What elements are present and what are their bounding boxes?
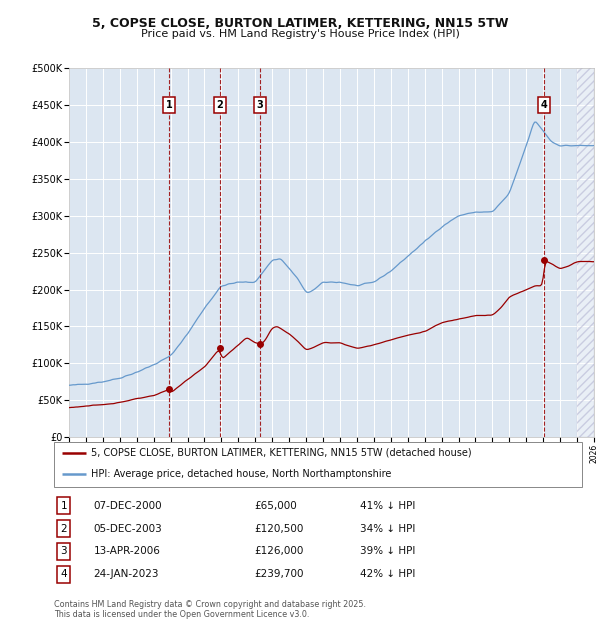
Text: £126,000: £126,000 xyxy=(254,546,304,557)
Text: 2: 2 xyxy=(217,100,223,110)
Text: 05-DEC-2003: 05-DEC-2003 xyxy=(94,523,163,534)
Text: 5, COPSE CLOSE, BURTON LATIMER, KETTERING, NN15 5TW: 5, COPSE CLOSE, BURTON LATIMER, KETTERIN… xyxy=(92,17,508,30)
Text: 13-APR-2006: 13-APR-2006 xyxy=(94,546,160,557)
Text: 41% ↓ HPI: 41% ↓ HPI xyxy=(360,500,416,511)
Text: 1: 1 xyxy=(166,100,173,110)
Text: 34% ↓ HPI: 34% ↓ HPI xyxy=(360,523,416,534)
Text: 4: 4 xyxy=(541,100,548,110)
Text: Contains HM Land Registry data © Crown copyright and database right 2025.
This d: Contains HM Land Registry data © Crown c… xyxy=(54,600,366,619)
Text: £239,700: £239,700 xyxy=(254,569,304,579)
Bar xyxy=(577,68,594,437)
Text: 24-JAN-2023: 24-JAN-2023 xyxy=(94,569,159,579)
Text: 3: 3 xyxy=(257,100,263,110)
Text: Price paid vs. HM Land Registry's House Price Index (HPI): Price paid vs. HM Land Registry's House … xyxy=(140,29,460,39)
Text: 39% ↓ HPI: 39% ↓ HPI xyxy=(360,546,416,557)
Text: 2: 2 xyxy=(61,523,67,534)
Text: £65,000: £65,000 xyxy=(254,500,298,511)
Text: HPI: Average price, detached house, North Northamptonshire: HPI: Average price, detached house, Nort… xyxy=(91,469,391,479)
Text: 42% ↓ HPI: 42% ↓ HPI xyxy=(360,569,416,579)
Text: £120,500: £120,500 xyxy=(254,523,304,534)
Text: 07-DEC-2000: 07-DEC-2000 xyxy=(94,500,162,511)
Text: 4: 4 xyxy=(61,569,67,579)
Text: 5, COPSE CLOSE, BURTON LATIMER, KETTERING, NN15 5TW (detached house): 5, COPSE CLOSE, BURTON LATIMER, KETTERIN… xyxy=(91,448,472,458)
Text: 3: 3 xyxy=(61,546,67,557)
Text: 1: 1 xyxy=(61,500,67,511)
